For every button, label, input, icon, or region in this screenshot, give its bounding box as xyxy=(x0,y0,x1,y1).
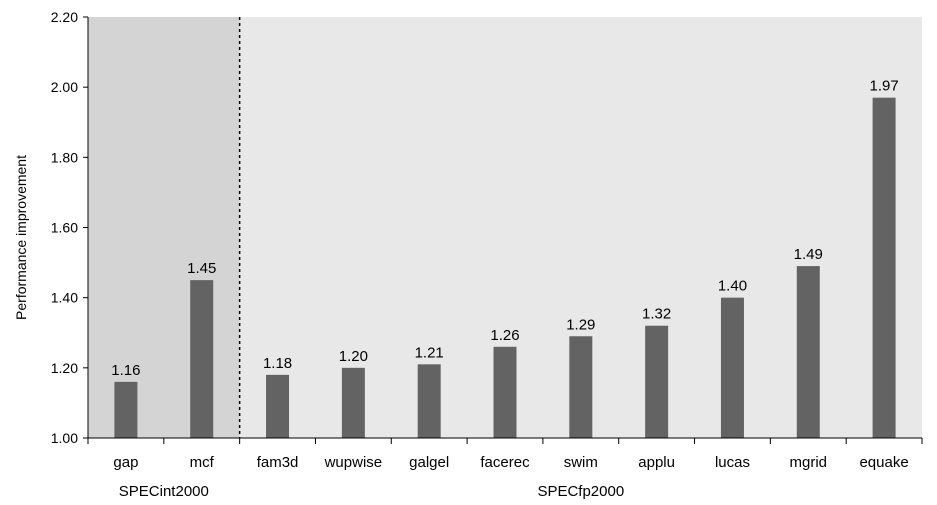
y-tick-label: 1.20 xyxy=(51,360,78,376)
group-label: SPECint2000 xyxy=(119,483,209,500)
data-label: 1.40 xyxy=(718,278,747,295)
category-label: facerec xyxy=(480,454,530,471)
category-labels: gap mcf fam3d wupwise galgel facerec swim applu… xyxy=(113,454,908,471)
data-label: 1.32 xyxy=(642,306,671,323)
bar-fam3d xyxy=(266,374,290,438)
bars xyxy=(114,97,896,439)
bar-galgel xyxy=(417,364,441,438)
data-label: 1.45 xyxy=(187,260,216,277)
group-labels: SPECint2000 SPECfp2000 xyxy=(119,483,624,500)
category-label: fam3d xyxy=(257,454,299,471)
data-label: 1.21 xyxy=(415,344,444,361)
y-tick-label: 2.00 xyxy=(51,79,78,95)
group-label: SPECfp2000 xyxy=(537,483,624,500)
data-labels: 1.16 1.45 1.18 1.20 1.21 1.26 1.29 1.32 1.40 1.49… xyxy=(111,78,898,379)
data-label: 1.18 xyxy=(263,355,292,372)
category-label: gap xyxy=(113,454,138,471)
data-label: 1.20 xyxy=(339,348,368,365)
category-label: lucas xyxy=(715,454,750,471)
data-label: 1.26 xyxy=(490,327,519,344)
bar-gap xyxy=(114,381,138,438)
bar-swim xyxy=(569,336,593,438)
data-label: 1.97 xyxy=(869,78,898,95)
y-tick-label: 1.40 xyxy=(51,290,78,306)
category-label: applu xyxy=(638,454,675,471)
x-ticks xyxy=(87,438,923,444)
y-tick-label: 2.20 xyxy=(51,9,78,25)
bar-wupwise xyxy=(341,367,365,438)
bar-applu xyxy=(645,325,669,438)
category-label: mgrid xyxy=(790,454,828,471)
y-tick-label: 1.00 xyxy=(51,430,78,446)
plot-bg-group-1 xyxy=(88,17,240,438)
bar-mgrid xyxy=(796,266,820,438)
y-ticks: 1.00 1.20 1.40 1.60 1.80 2.00 2.20 xyxy=(51,9,88,446)
y-tick-label: 1.60 xyxy=(51,220,78,236)
data-label: 1.29 xyxy=(566,316,595,333)
data-label: 1.16 xyxy=(111,362,140,379)
category-label: equake xyxy=(859,454,908,471)
bar-equake xyxy=(872,97,896,439)
bar-mcf xyxy=(190,280,214,438)
category-label: swim xyxy=(564,454,598,471)
data-label: 1.49 xyxy=(794,246,823,263)
category-label: galgel xyxy=(409,454,449,471)
category-label: mcf xyxy=(190,454,215,471)
y-tick-label: 1.80 xyxy=(51,149,78,165)
category-label: wupwise xyxy=(324,454,383,471)
y-axis-title: Performance improvement xyxy=(13,155,29,320)
bar-lucas xyxy=(720,297,744,438)
bar-facerec xyxy=(493,346,517,438)
